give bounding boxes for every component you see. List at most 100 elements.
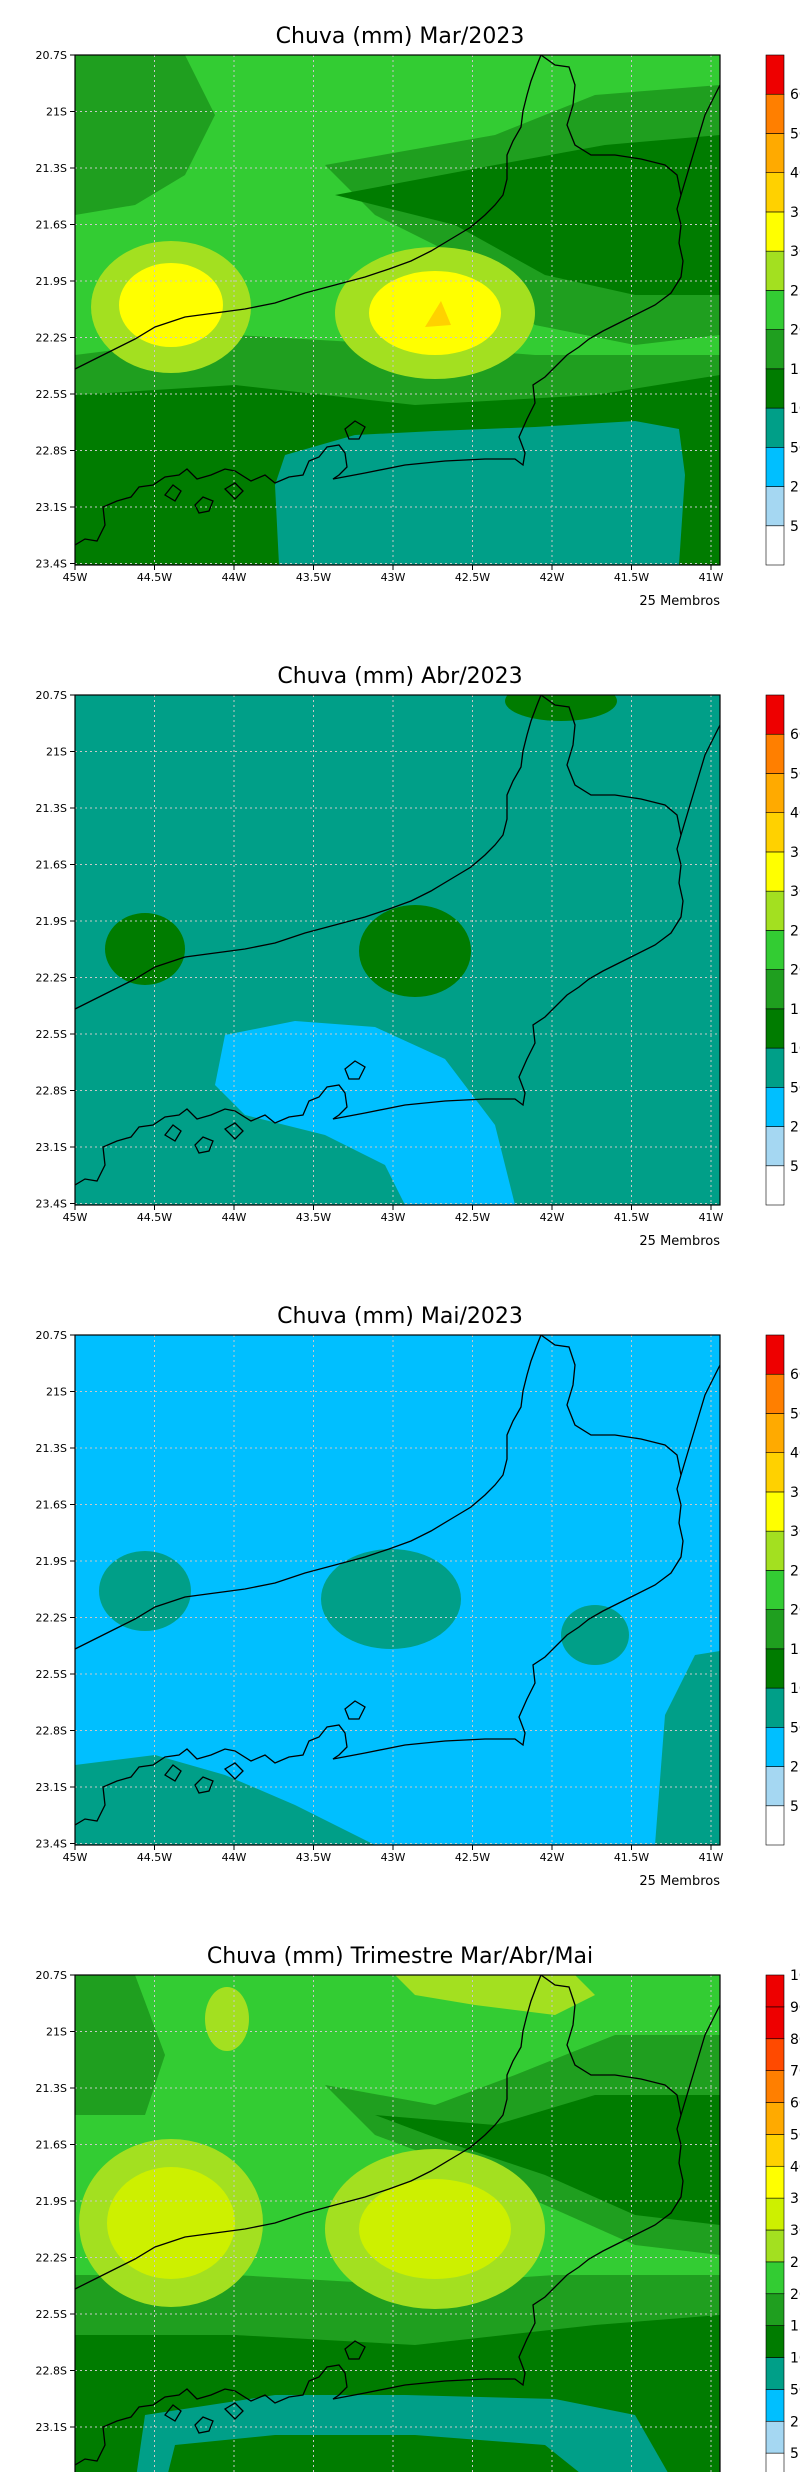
colorbar-swatch	[765, 2420, 785, 2454]
panel-title: Chuva (mm) Trimestre Mar/Abr/Mai	[207, 1944, 593, 1969]
colorbar-swatch	[765, 290, 785, 330]
lat-tick-label: 21.9S	[36, 915, 67, 928]
colorbar-swatch	[765, 1805, 785, 1846]
lat-tick-label: 21.6S	[36, 2139, 67, 2152]
lat-tick-label: 21.6S	[36, 859, 67, 872]
colorbar-swatch	[765, 1452, 785, 1493]
colorbar-label: 100	[790, 1681, 800, 1697]
colorbar-swatch	[765, 2229, 785, 2263]
colorbar-swatch	[765, 1974, 785, 2008]
lat-tick-label: 22.5S	[36, 1028, 67, 1041]
colorbar-label: 350	[790, 1485, 800, 1501]
colorbar-label: 250	[790, 1563, 800, 1579]
lon-tick-label: 44W	[222, 1851, 247, 1864]
fill-darkgreen-inner	[168, 2435, 579, 2472]
fill-green-nw	[75, 55, 215, 215]
lat-tick-label: 21.6S	[36, 219, 67, 232]
colorbar-swatch	[765, 2134, 785, 2167]
colorbar-swatch	[765, 1766, 785, 1807]
lon-tick-label: 42.5W	[455, 1851, 490, 1864]
lat-tick-label: 21S	[46, 2026, 67, 2039]
panel-title: Chuva (mm) Mar/2023	[276, 24, 525, 49]
colorbar-label: 200	[790, 1603, 800, 1619]
members-note: 25 Membros	[639, 1874, 720, 1889]
colorbar-label: 5	[790, 1159, 799, 1175]
colorbar-label: 25	[790, 480, 800, 496]
lon-tick-label: 43W	[381, 571, 406, 584]
colorbar-label: 350	[790, 845, 800, 861]
colorbar-swatch	[765, 930, 785, 970]
lat-tick-label: 21S	[46, 1386, 67, 1399]
colorbar-label: 300	[790, 244, 800, 260]
colorbar-swatch	[765, 133, 785, 173]
lat-tick-label: 23.4S	[36, 558, 67, 571]
colorbar-label: 25	[790, 2414, 800, 2430]
lon-tick-label: 44.5W	[137, 1211, 172, 1224]
colorbar-swatch	[765, 2389, 785, 2422]
colorbar-swatch	[765, 773, 785, 813]
fill-center-core	[359, 2179, 511, 2279]
colorbar-swatch	[765, 2357, 785, 2390]
map-area	[74, 54, 721, 566]
colorbar-swatch	[765, 694, 785, 735]
lat-tick-label: 21S	[46, 106, 67, 119]
lat-tick-label: 23.1S	[36, 1141, 67, 1154]
lat-tick-label: 22.8S	[36, 1725, 67, 1738]
colorbar-label: 200	[790, 323, 800, 339]
lat-tick-label: 22.8S	[36, 1085, 67, 1098]
colorbar-label: 500	[790, 766, 800, 782]
lat-tick-label: 22.8S	[36, 2365, 67, 2378]
lat-tick-label: 22.8S	[36, 445, 67, 458]
colorbar-label: 400	[790, 166, 800, 182]
colorbar-label: 150	[790, 1642, 800, 1658]
colorbar-swatch	[765, 54, 785, 95]
lon-tick-label: 42W	[540, 571, 565, 584]
colorbar-label: 600	[790, 1367, 800, 1383]
colorbar-label: 50	[790, 2382, 800, 2398]
colorbar-label: 250	[790, 923, 800, 939]
fill-center-peak	[425, 301, 451, 327]
colorbar-swatch	[765, 447, 785, 487]
colorbar-swatch	[765, 1570, 785, 1610]
lat-tick-label: 22.5S	[36, 1668, 67, 1681]
colorbar-swatch	[765, 1008, 785, 1049]
colorbar-swatch	[765, 368, 785, 409]
lat-tick-label: 22.2S	[36, 332, 67, 345]
colorbar-label: 150	[790, 362, 800, 378]
fill-teal-center	[321, 1549, 461, 1649]
lon-tick-label: 43.5W	[296, 1851, 331, 1864]
lat-tick-label: 20.7S	[36, 689, 67, 702]
fill-darkgreen-west	[105, 913, 185, 985]
map-grid	[75, 1335, 720, 1845]
colorbar-label: 500	[790, 126, 800, 142]
colorbar-label: 300	[790, 1524, 800, 1540]
map-area	[74, 694, 721, 1206]
colorbar-swatch	[765, 1373, 785, 1414]
colorbar: 5 25 50 100 150 200 250 300 350 400 500 600 700 800 90…	[765, 1968, 800, 2472]
colorbar-label: 300	[790, 2223, 800, 2239]
lon-tick-label: 41.5W	[614, 1851, 649, 1864]
colorbar-swatch	[765, 1087, 785, 1127]
colorbar-label: 100	[790, 401, 800, 417]
lat-tick-label: 22.5S	[36, 388, 67, 401]
colorbar: 5 25 50 100 150 200 250 300 350 400 500 600	[765, 1334, 800, 1846]
colorbar-swatch	[765, 1126, 785, 1167]
colorbar-label: 900	[790, 2000, 800, 2016]
colorbar-label: 400	[790, 2159, 800, 2175]
map-panel: Chuva (mm) Mai/2023 45W 44.5W 44W 43.5W 43W 42…	[36, 1304, 800, 1889]
lat-tick-label: 20.7S	[36, 1329, 67, 1342]
lat-tick-label: 21.9S	[36, 275, 67, 288]
lat-tick-label: 21.9S	[36, 1555, 67, 1568]
colorbar-label: 400	[790, 806, 800, 822]
lon-tick-label: 41W	[699, 1211, 724, 1224]
lat-tick-label: 23.1S	[36, 501, 67, 514]
colorbar-swatch	[765, 2325, 785, 2358]
lat-tick-label: 21S	[46, 746, 67, 759]
colorbar-swatch	[765, 1047, 785, 1088]
lat-tick-label: 20.7S	[36, 49, 67, 62]
map-area	[74, 1974, 721, 2472]
colorbar-swatch	[765, 2452, 785, 2472]
colorbar-swatch	[765, 2102, 785, 2135]
fill-darkgreen-center	[359, 905, 471, 997]
